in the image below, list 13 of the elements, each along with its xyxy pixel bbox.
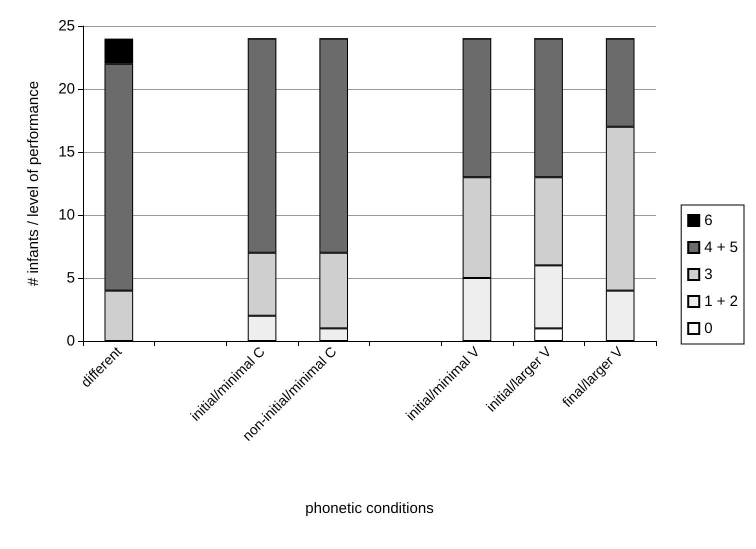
y-tick-label: 10 [58,206,75,224]
legend-label: 4 + 5 [704,239,738,256]
y-tick-label: 20 [58,80,75,98]
y-tick-label: 0 [66,332,75,350]
y-tick-label: 5 [66,270,75,286]
legend-label: 6 [704,212,713,229]
legend-label: 1 + 2 [704,293,738,310]
x-axis-title: phonetic conditions [305,500,434,517]
y-tick-label: 15 [58,144,75,160]
y-axis-title: # infants / level of performance [25,80,42,286]
legend-label: 3 [704,266,713,283]
legend-label: 0 [704,320,713,337]
y-tick-label: 25 [58,18,75,34]
